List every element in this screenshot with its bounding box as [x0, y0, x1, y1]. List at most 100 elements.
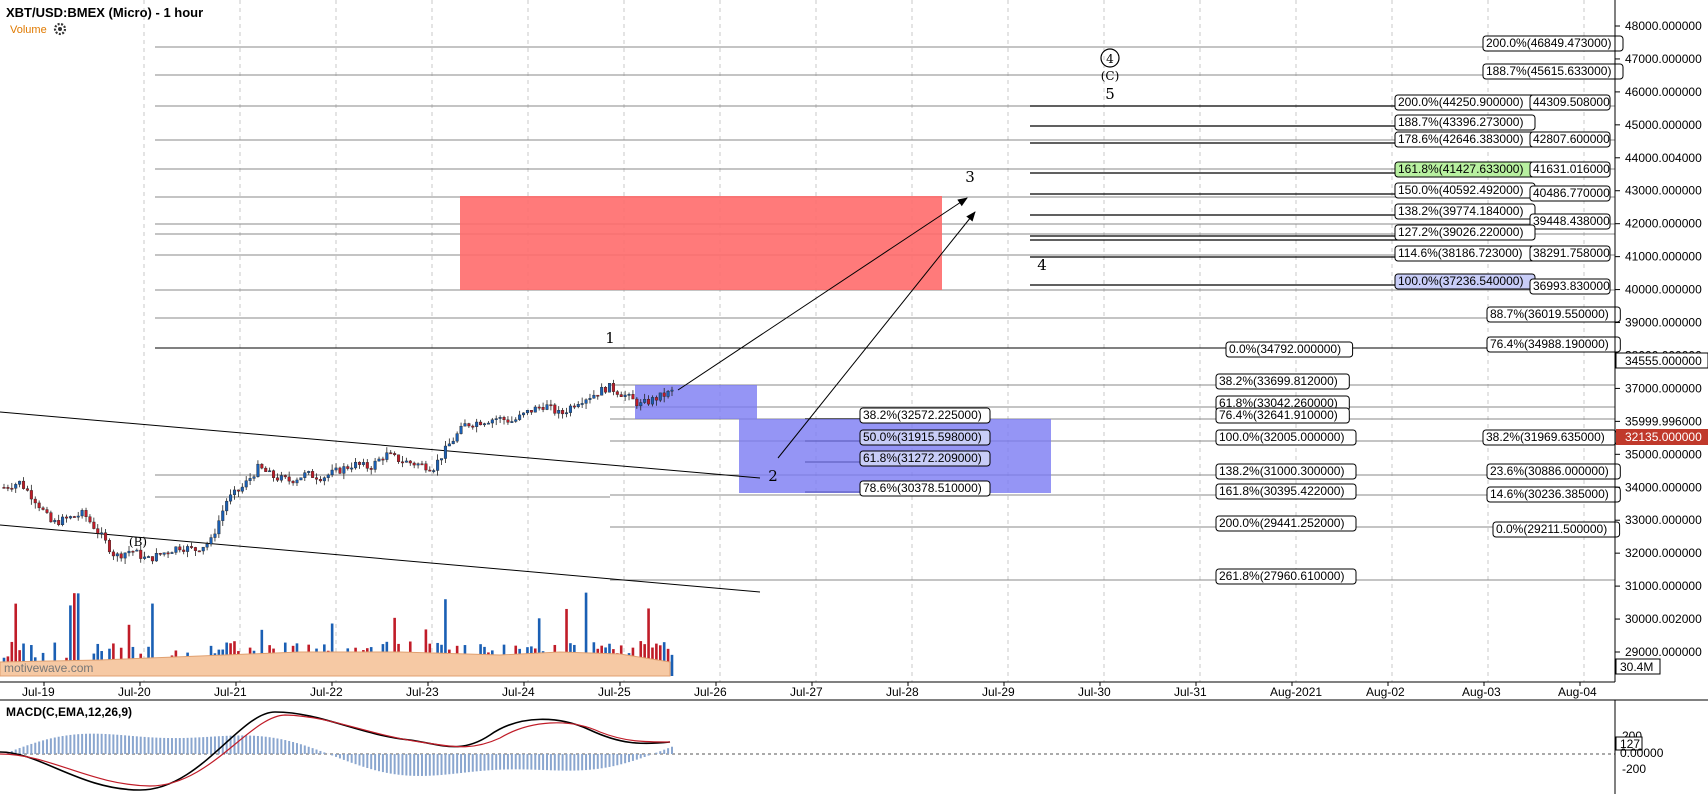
macd-title: MACD(C,EMA,12,26,9) [6, 705, 132, 719]
wave-label-5: 5 [1105, 85, 1115, 103]
candle-body [186, 546, 190, 552]
time-tick-label: Aug-04 [1558, 685, 1597, 699]
fib-label-l150: 150.0%(40592.492000) [1398, 183, 1523, 197]
macd-hist-bar [503, 754, 506, 770]
time-tick-label: Aug-03 [1462, 685, 1501, 699]
candle-body [627, 394, 631, 396]
candle-body [486, 422, 490, 425]
macd-hist-bar [151, 737, 154, 754]
candle-body [334, 467, 338, 471]
candle-body [639, 402, 643, 407]
macd-hist-bar [198, 737, 201, 754]
macd-hist-bar [456, 754, 459, 774]
macd-hist-bar [545, 754, 548, 771]
macd-hist-bar [522, 754, 525, 770]
candle-body [588, 397, 592, 400]
price-tick-label: 44000.004000 [1625, 151, 1702, 165]
macd-hist-bar [428, 754, 431, 776]
candle-body [96, 528, 100, 534]
candle-body [201, 546, 205, 552]
macd-hist-bar [147, 737, 150, 754]
macd-hist-bar [424, 754, 427, 776]
candle-body [158, 553, 162, 555]
macd-hist-bar [647, 754, 650, 756]
candle-body [502, 417, 506, 421]
time-axis: Jul-19 Jul-20 Jul-21 Jul-22 Jul-23 Jul-24 Jul-… [22, 682, 1597, 699]
fib-label-box [1486, 486, 1621, 503]
candle-body [369, 468, 373, 470]
last-price-value: 34555.000000 [1625, 354, 1702, 368]
macd-hist-bar [444, 754, 447, 775]
candle-body [65, 516, 69, 519]
candle-body [213, 533, 217, 538]
candle-body [553, 404, 557, 414]
candle-body [100, 532, 104, 535]
fib-label-m764: 76.4%(32641.910000) [1219, 408, 1338, 422]
macd-hist-bar [120, 735, 123, 754]
macd-hist-bar [483, 754, 486, 771]
wave-circle-4 [1100, 48, 1120, 68]
candle-body [166, 552, 170, 555]
time-tick-label: Jul-20 [118, 685, 151, 699]
macd-hist-bar [491, 754, 494, 771]
candle-body [565, 412, 569, 415]
fib-label-l00: 0.0%(34792.000000) [1229, 342, 1341, 356]
macd-hist-bar [186, 737, 189, 754]
candle-body [92, 521, 96, 529]
candle-body [72, 516, 76, 518]
candle-body [330, 469, 334, 476]
candle-body [416, 463, 420, 466]
volume-bar [330, 623, 334, 676]
fib-label-l1618_side: 41631.016000 [1533, 162, 1610, 176]
volume-bar [76, 593, 80, 676]
volume-bar [53, 642, 57, 676]
candle-body [572, 405, 576, 408]
candle-body [549, 404, 553, 407]
candle-body [307, 471, 311, 473]
channel-line-upper [0, 411, 761, 479]
settings-gear-icon[interactable] [53, 22, 67, 36]
candle-body [615, 391, 619, 395]
price-tick-label: 35999.996000 [1625, 414, 1702, 428]
macd-hist-bar [616, 754, 619, 766]
macd-hist-bar [471, 754, 474, 772]
macd-hist-bar [307, 746, 310, 754]
fib-label-box [1215, 429, 1357, 446]
fib-label-box [1482, 35, 1624, 52]
candle-body [397, 454, 401, 462]
macd-hist-bar [506, 754, 509, 770]
candle-body [650, 397, 654, 405]
macd-hist-bar [510, 754, 513, 770]
macd-hist-bar [405, 754, 408, 776]
candle-body [236, 489, 240, 492]
volume-label: Volume [10, 24, 47, 36]
candle-body [451, 440, 455, 445]
candle-body [424, 463, 428, 471]
candle-body [377, 458, 381, 462]
time-tick-label: Jul-29 [982, 685, 1015, 699]
candle-body [592, 394, 596, 399]
candle-body [182, 549, 186, 552]
candle-body [111, 551, 115, 557]
macd-hist-bar [354, 754, 357, 765]
candle-body [338, 467, 342, 474]
price-tick-label: 32000.000000 [1625, 546, 1702, 560]
candle-body [174, 546, 178, 553]
macd-hist-bar [366, 754, 369, 769]
macd-hist-bar [30, 743, 33, 754]
macd-hist-bar [77, 734, 80, 754]
candle-body [584, 399, 588, 404]
fib-label-box [1394, 114, 1536, 131]
fib-label-box [1492, 521, 1621, 538]
candle-body [440, 458, 444, 461]
candle-body [49, 512, 53, 523]
macd-value-badge [1615, 736, 1643, 751]
macd-hist-bar [45, 739, 48, 754]
candle-body [654, 397, 658, 401]
macd-hist-bar [14, 749, 17, 754]
candle-body [88, 516, 92, 523]
fib-label-box [1486, 336, 1621, 353]
price-tick-label: 29000.000000 [1625, 645, 1702, 659]
macd-hist-bar [311, 748, 314, 754]
time-tick-label: Jul-24 [502, 685, 535, 699]
